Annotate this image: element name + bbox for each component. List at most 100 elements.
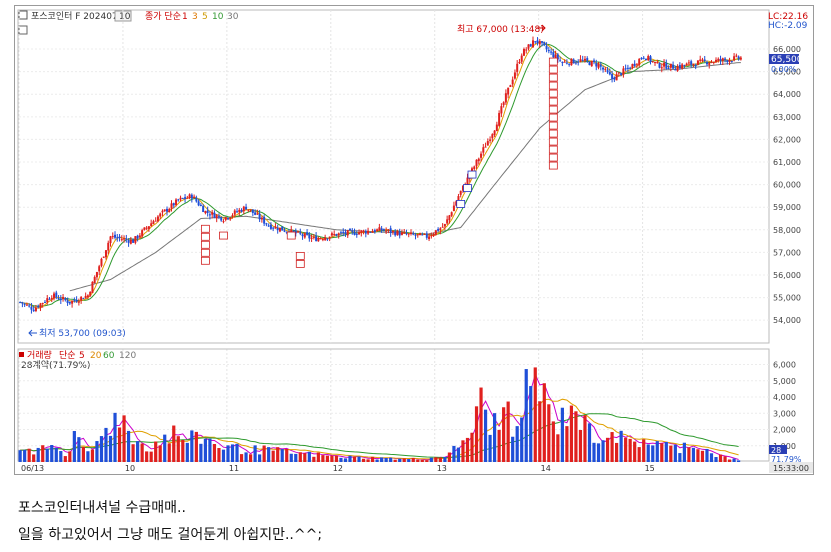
ma10-line-group	[19, 43, 741, 307]
candle-body	[730, 60, 733, 62]
volume-bar	[77, 437, 81, 462]
volume-bar	[45, 448, 49, 462]
candle-body	[678, 65, 681, 69]
candle-body	[590, 60, 593, 67]
chart-frame[interactable]: 포스코인터 F 202407 10 종가 단순 1 3 5 10 30 66,0…	[14, 5, 814, 475]
volume-bar	[18, 450, 22, 462]
price-tick-label: 57,000	[773, 248, 801, 257]
price-tick-label: 56,000	[773, 271, 801, 280]
candle-body	[617, 72, 620, 74]
candle-body	[260, 217, 263, 220]
volume-bar	[732, 458, 736, 462]
candle-body	[86, 295, 89, 298]
candle-body	[696, 60, 699, 66]
interval-value: 10	[119, 12, 131, 22]
signal-marker-icon	[548, 89, 558, 98]
candle-body	[373, 230, 376, 233]
candle-body	[132, 239, 135, 243]
candle-body	[633, 63, 636, 66]
volume-bar	[533, 367, 537, 462]
candle-body	[502, 102, 505, 106]
chart-svg[interactable]: 포스코인터 F 202407 10 종가 단순 1 3 5 10 30 66,0…	[15, 6, 813, 474]
candle-body	[258, 213, 261, 220]
time-tick-label: 14	[541, 464, 551, 473]
signal-marker-icon	[463, 184, 472, 193]
volume-bar	[637, 447, 641, 462]
volume-bar	[664, 442, 668, 462]
candle-body	[620, 73, 623, 76]
volume-bar	[343, 458, 348, 462]
volume-bar	[370, 456, 375, 462]
volume-bar	[633, 441, 637, 462]
volume-bar	[68, 451, 72, 462]
candle-body	[195, 197, 198, 202]
volume-bars-group[interactable]	[18, 367, 741, 462]
candle-body	[525, 49, 528, 51]
candle-body	[165, 208, 168, 212]
volume-bar	[158, 445, 162, 462]
candle-body	[554, 54, 557, 59]
volume-bar	[398, 458, 402, 462]
candle-body	[342, 231, 345, 234]
candle-body	[398, 231, 401, 236]
candle-body	[129, 239, 132, 244]
candle-body	[500, 106, 503, 114]
signal-marker-icon	[456, 200, 466, 208]
price-tick-label: 61,000	[773, 158, 801, 167]
volume-bar	[181, 439, 185, 462]
candle-body	[50, 297, 53, 300]
candle-body	[118, 236, 121, 239]
volume-current-badge	[769, 445, 787, 454]
candle-body	[138, 235, 141, 238]
candle-body	[109, 236, 112, 244]
ma10-line	[19, 43, 741, 307]
candles-group[interactable]	[19, 36, 742, 314]
candle-body	[362, 230, 365, 232]
candle-body	[644, 58, 647, 61]
volume-bar	[99, 436, 104, 462]
candle-body	[595, 63, 598, 67]
candle-body	[622, 68, 625, 75]
candle-body	[568, 63, 571, 65]
low-arrow-icon	[28, 329, 37, 337]
volume-bar	[492, 413, 497, 462]
volume-panel	[17, 348, 770, 462]
volume-bar	[203, 438, 207, 462]
candle-body	[606, 70, 609, 73]
candle-body	[586, 58, 589, 61]
volume-bar	[145, 451, 149, 462]
candle-body	[602, 67, 605, 70]
volume-bar	[596, 443, 601, 462]
volume-bar	[538, 401, 542, 462]
volume-bar	[167, 443, 171, 462]
candle-body	[240, 209, 243, 212]
candle-body	[226, 218, 229, 220]
candle-body	[593, 60, 596, 63]
volume-bar	[307, 451, 311, 462]
volume-bar	[185, 442, 189, 462]
candle-body	[143, 227, 146, 230]
candle-body	[452, 205, 455, 212]
menu-icon[interactable]	[18, 10, 28, 20]
volume-current-value: 28	[771, 446, 781, 455]
candle-body	[154, 220, 157, 222]
candle-body	[733, 56, 736, 61]
volume-bar	[235, 443, 239, 462]
candle-body	[441, 226, 444, 228]
candle-body	[272, 227, 275, 229]
volume-bar	[691, 447, 696, 462]
candle-body	[222, 221, 225, 223]
candle-body	[152, 221, 155, 225]
candle-body	[428, 236, 431, 240]
volume-tick-label: 6,000	[773, 361, 796, 370]
candle-body	[75, 299, 78, 302]
volume-bar	[330, 455, 334, 462]
volume-bar	[696, 449, 700, 462]
settings-box-icon[interactable]	[18, 25, 28, 35]
candle-body	[565, 62, 568, 64]
volume-bar	[524, 369, 528, 462]
candle-body	[107, 242, 110, 251]
candle-body	[348, 229, 351, 231]
volume-bar	[425, 460, 429, 462]
candle-body	[80, 296, 83, 301]
